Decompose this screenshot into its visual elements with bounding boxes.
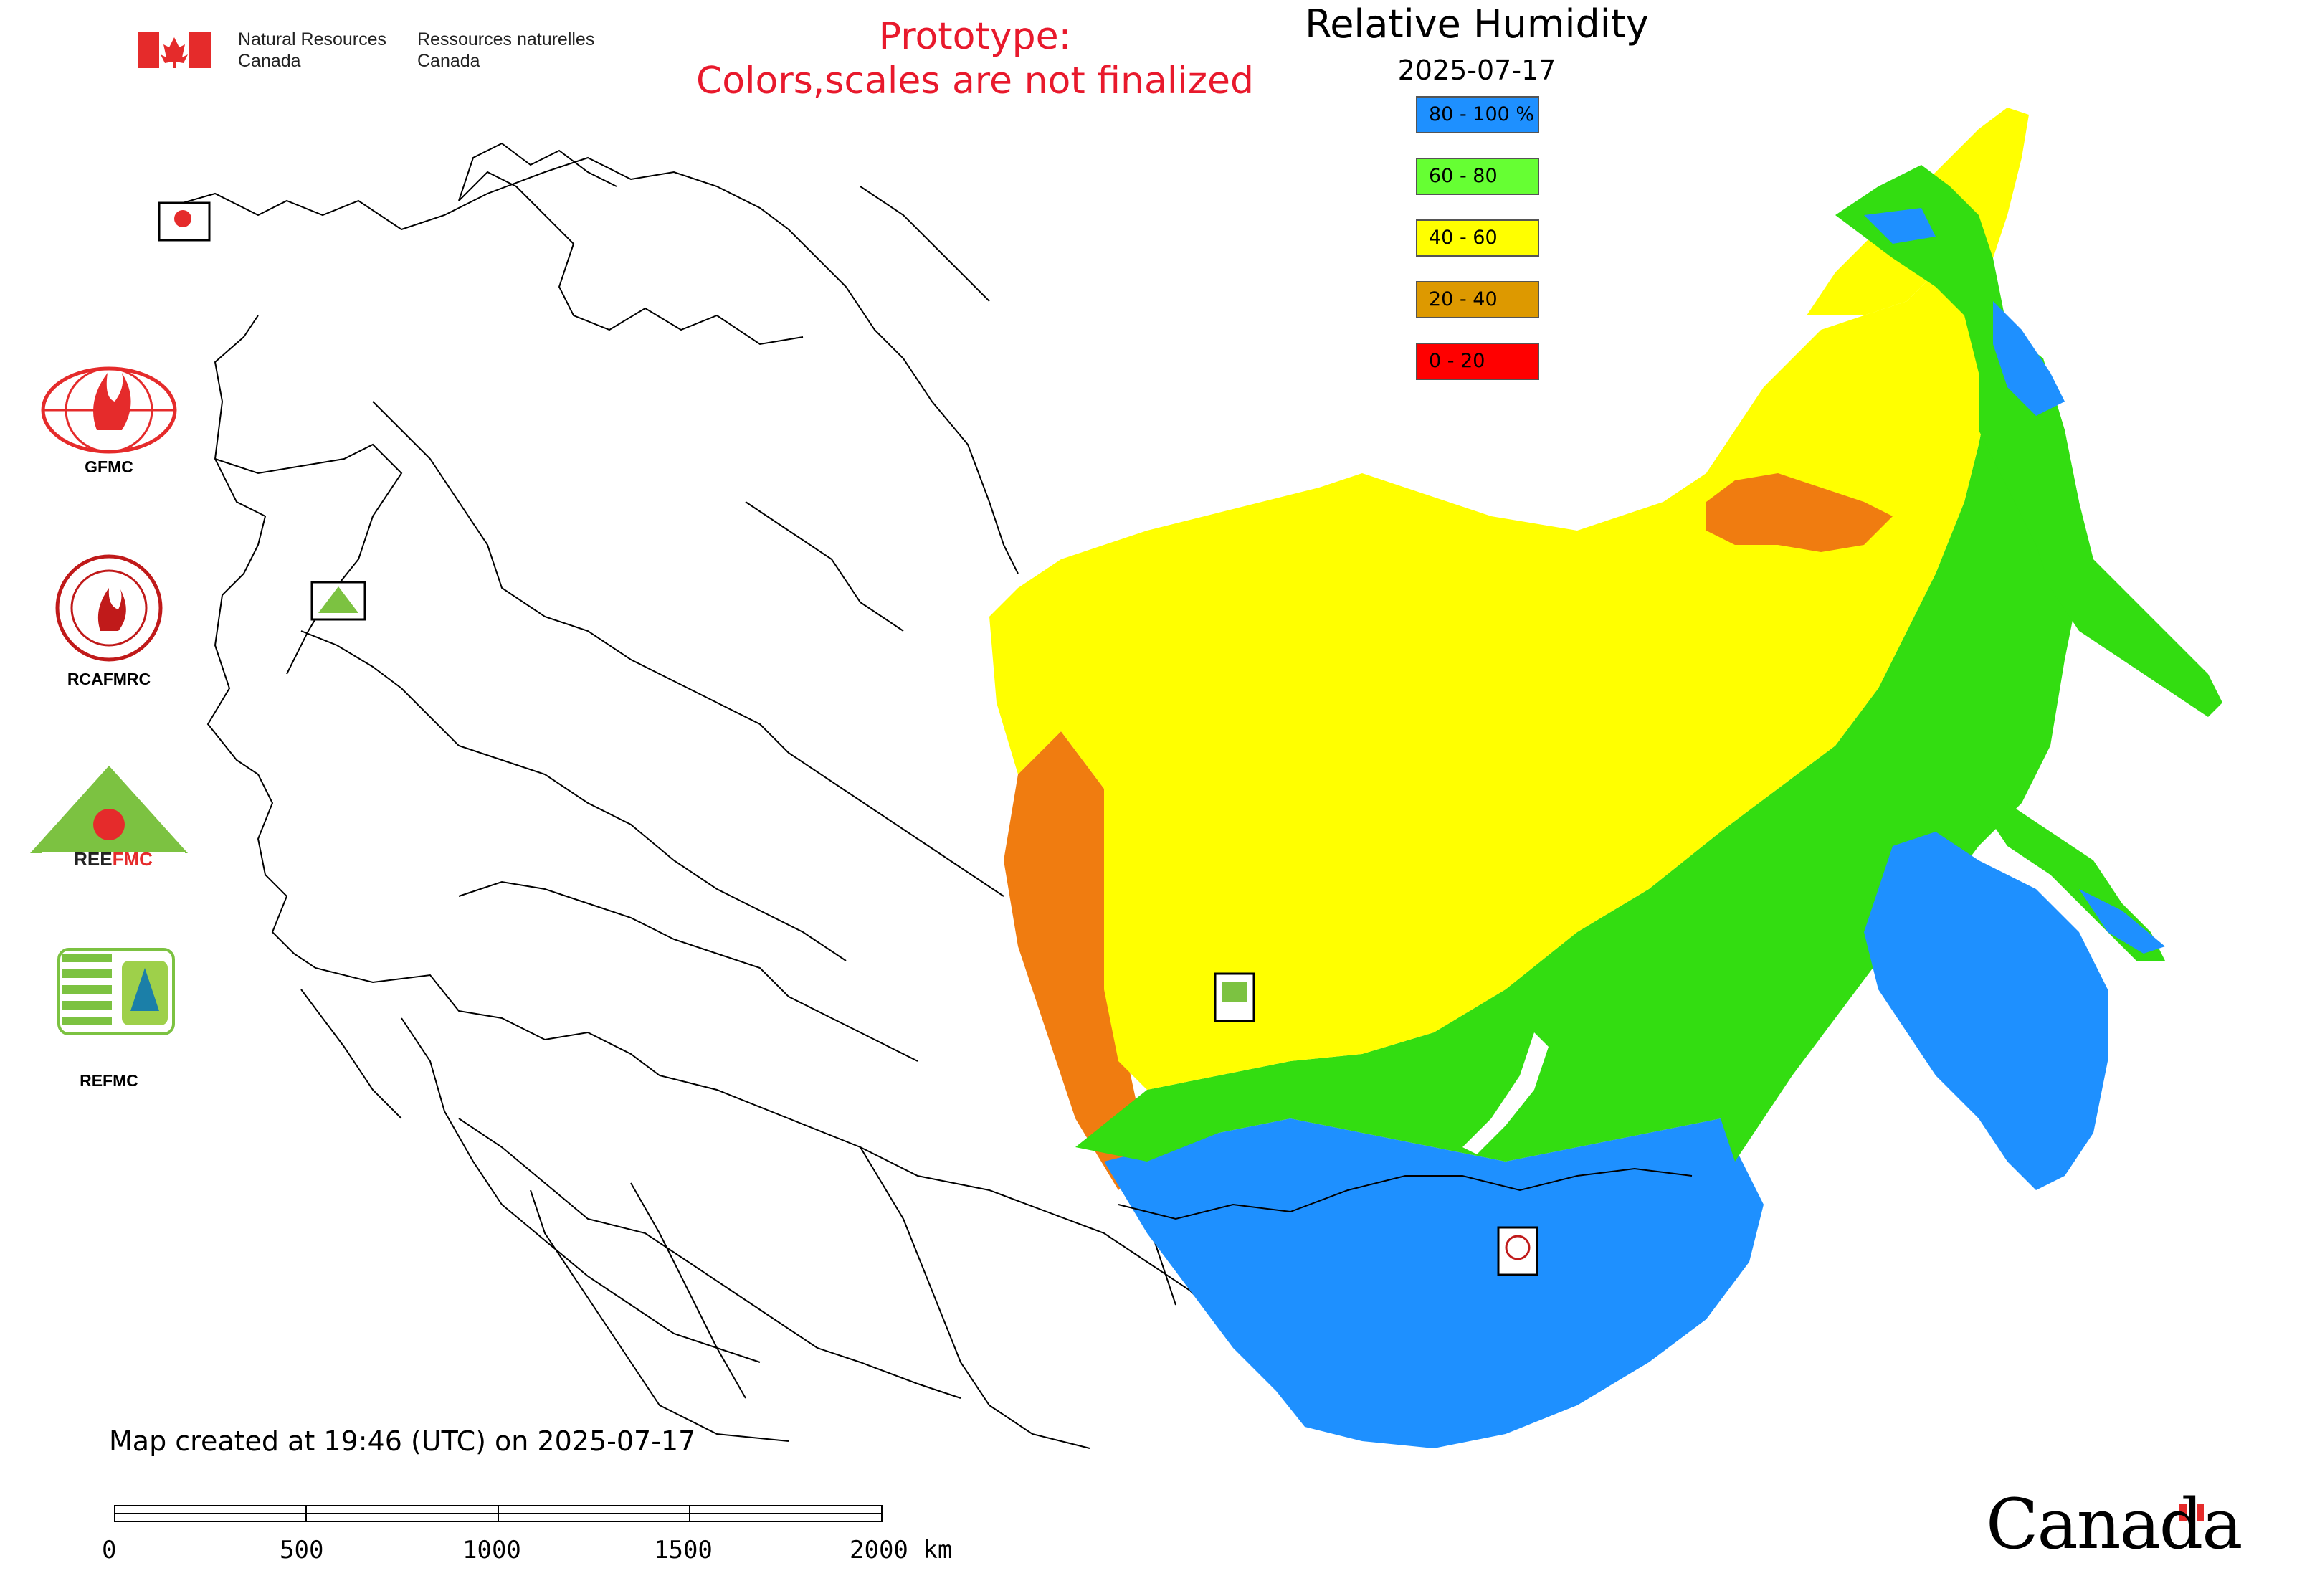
map-created-timestamp: Map created at 19:46 (UTC) on 2025-07-17 [109,1425,696,1457]
refmc-logo [57,948,175,1035]
north-dry-spot [1706,473,1893,552]
legend-item-80-100: 80 - 100 % [1416,96,1539,133]
gfmc-label: GFMC [85,457,133,476]
map-title: Relative Humidity [1305,1,1649,47]
kamchatka-blue [1993,301,2065,416]
scale-tick-500: 500 [280,1536,324,1564]
humid-south [1104,1118,1764,1448]
legend-item-40-60: 40 - 60 [1416,219,1539,257]
agency-name-fr: Ressources naturelles Canada [417,29,594,72]
refmc-label: REFMC [80,1071,138,1090]
moist-belt [1075,330,2079,1162]
agency-en-line1: Natural Resources [238,29,387,49]
reefmc-marker-icon [318,586,358,613]
kamchatka-green [1835,165,2222,717]
agency-fr-line2: Canada [417,51,480,71]
gfmc-logo [41,366,177,454]
reefmc-logo: REEFMC [30,766,188,870]
primorye-blue [1864,832,2108,1190]
svg-text:REEFMC: REEFMC [74,848,153,870]
rcafmrc-label: RCAFMRC [67,670,151,688]
legend-item-0-20: 0 - 20 [1416,343,1539,380]
scale-tick-2000: 2000 km [850,1536,953,1564]
refmc-marker-icon [1222,982,1247,1002]
rcafmrc-map-marker[interactable] [1497,1226,1538,1276]
moderate-region [989,258,2007,1090]
sakhalin-blue [2079,889,2165,954]
southern-border [1118,1167,1693,1220]
scale-tick-1500: 1500 [654,1536,713,1564]
scale-bar [114,1505,883,1522]
legend-item-20-40: 20 - 40 [1416,281,1539,318]
dry-band [1004,731,1147,1190]
map-date: 2025-07-17 [1397,54,1556,86]
scale-tick-0: 0 [102,1536,117,1564]
agency-name-en: Natural Resources Canada [238,29,386,72]
legend-item-60-80: 60 - 80 [1416,158,1539,195]
wordmark-flag-icon [2179,1504,2204,1521]
gfmc-marker-icon [174,210,191,227]
scale-tick-1000: 1000 [462,1536,521,1564]
canada-wordmark: Canada [1986,1484,2242,1564]
country-outlines [164,142,1420,1449]
north-blue [1864,208,1936,244]
rcafmrc-marker-icon [1505,1235,1531,1260]
agency-fr-line1: Ressources naturelles [417,29,595,49]
agency-en-line2: Canada [238,51,301,71]
canada-flag-icon [138,32,211,68]
prototype-line2: Colors,scales are not finalized [695,60,1255,103]
lake-baikal [1462,1032,1549,1154]
rcafmrc-logo [55,554,163,662]
prototype-line1: Prototype: [878,15,1072,58]
legend: 80 - 100 % 60 - 80 40 - 60 20 - 40 0 - 2… [1416,96,1545,383]
prototype-notice: Prototype: Colors,scales are not finaliz… [667,14,1283,103]
